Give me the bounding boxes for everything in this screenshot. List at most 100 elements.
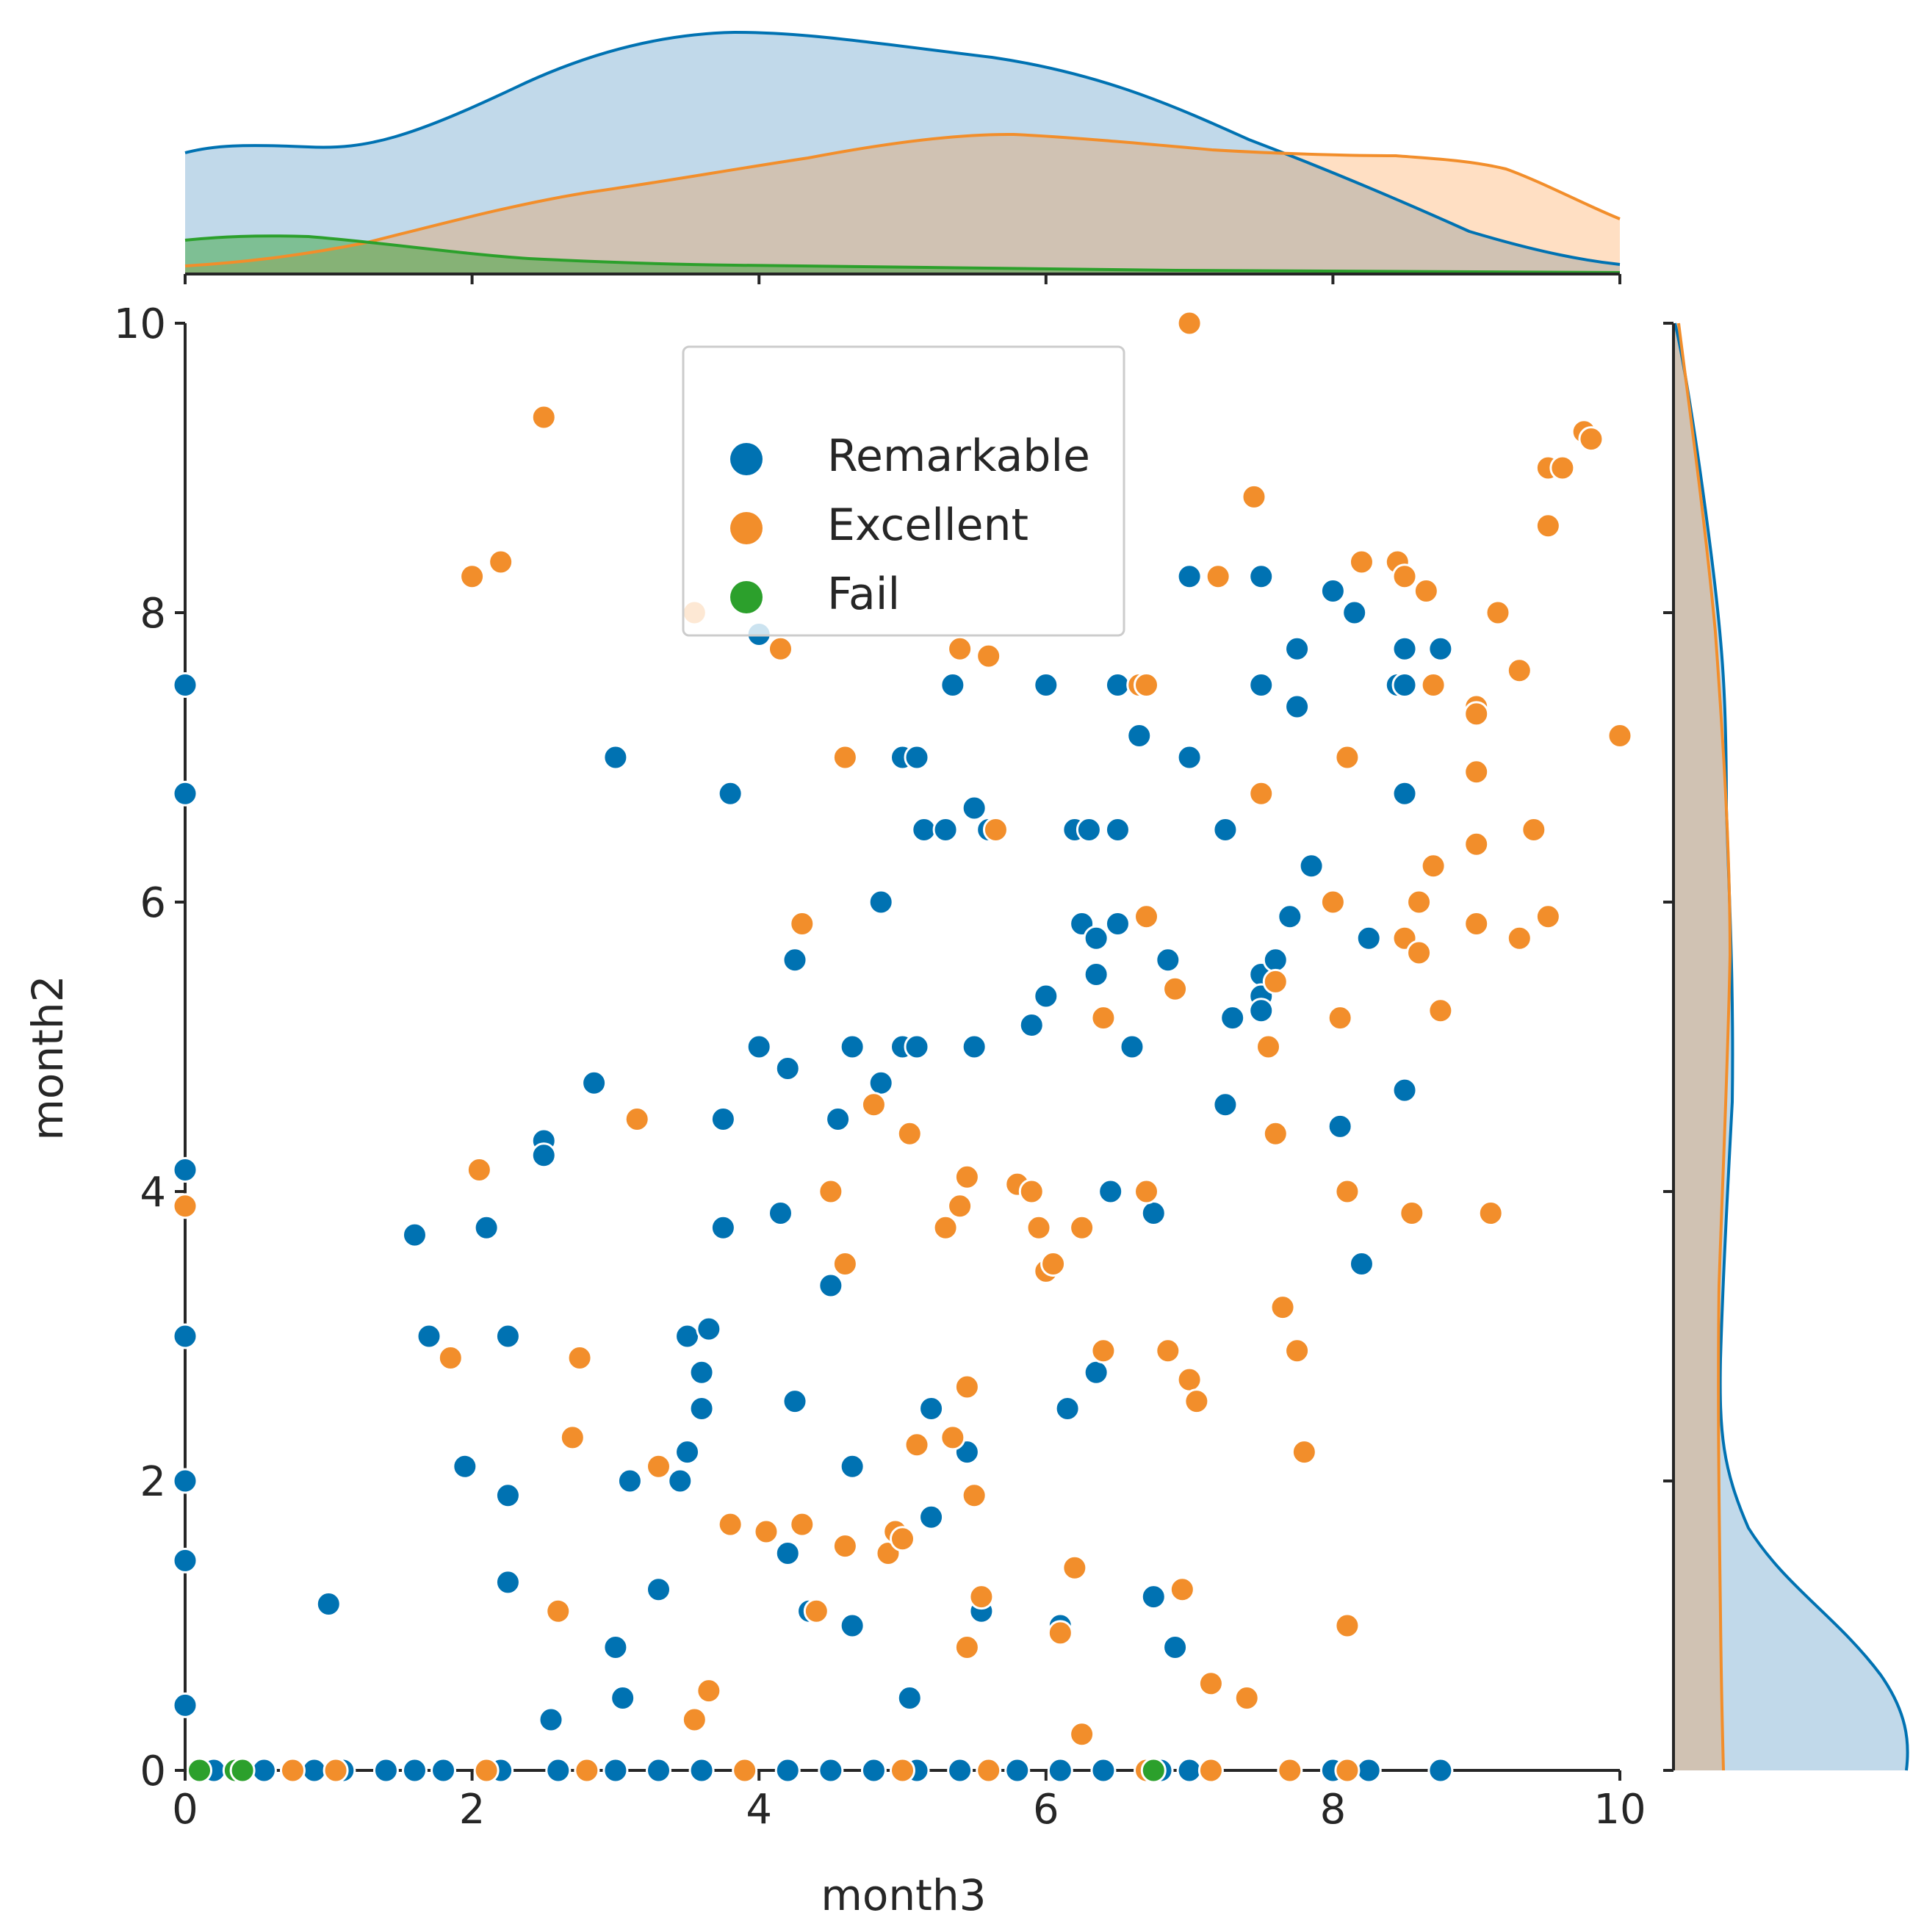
point-remarkable (717, 780, 743, 807)
point-remarkable (940, 672, 966, 698)
point-excellent (1248, 780, 1275, 807)
point-remarkable (1140, 1200, 1167, 1227)
point-remarkable (1176, 563, 1203, 590)
point-excellent (1176, 310, 1203, 336)
top-kde-remarkable-fill (185, 32, 1620, 273)
point-excellent (1334, 1757, 1361, 1784)
point-remarkable (911, 817, 937, 843)
point-excellent (1463, 759, 1490, 785)
point-excellent (1277, 1757, 1303, 1784)
point-remarkable (688, 1757, 715, 1784)
point-excellent (1399, 1200, 1425, 1227)
point-remarkable (782, 1388, 808, 1415)
point-remarkable (782, 947, 808, 973)
point-excellent (645, 1453, 671, 1479)
point-remarkable (896, 1685, 923, 1711)
point-remarkable (1248, 672, 1275, 698)
point-excellent (803, 1598, 829, 1624)
point-excellent (789, 1511, 815, 1538)
point-remarkable (839, 1034, 865, 1060)
point-remarkable (172, 1468, 198, 1494)
point-excellent (1327, 1005, 1353, 1031)
point-fail (187, 1757, 213, 1784)
point-excellent (860, 1092, 887, 1118)
y-tick-label: 6 (140, 879, 166, 927)
point-excellent (1197, 1670, 1224, 1697)
point-remarkable (1355, 925, 1382, 951)
point-remarkable (1104, 817, 1131, 843)
point-excellent (753, 1518, 779, 1545)
point-excellent (732, 1757, 758, 1784)
point-remarkable (1262, 947, 1289, 973)
point-excellent (1334, 744, 1361, 771)
point-remarkable (1083, 962, 1109, 987)
point-excellent (1069, 1721, 1095, 1748)
point-excellent (954, 1374, 980, 1400)
point-excellent (832, 1251, 858, 1277)
point-remarkable (904, 1034, 930, 1060)
right-kde-excellent-line (1677, 322, 1732, 1771)
point-remarkable (1083, 925, 1109, 951)
point-excellent (1413, 577, 1439, 604)
point-excellent (1578, 426, 1604, 453)
point-excellent (1069, 1214, 1095, 1241)
point-remarkable (602, 1757, 629, 1784)
point-remarkable (416, 1323, 442, 1349)
point-excellent (488, 549, 514, 575)
point-remarkable (818, 1757, 844, 1784)
point-excellent (1134, 904, 1160, 930)
point-remarkable (530, 1142, 557, 1169)
point-remarkable (172, 1692, 198, 1718)
point-remarkable (602, 744, 629, 771)
point-remarkable (688, 1396, 715, 1421)
top-marginal-ticks (184, 274, 1621, 284)
point-fail (1140, 1757, 1167, 1784)
point-fail (229, 1757, 256, 1784)
point-remarkable (602, 1634, 629, 1661)
point-excellent (904, 1432, 930, 1458)
legend-label-remarkable: Remarkable (827, 430, 1090, 482)
y-tick-label: 8 (140, 590, 166, 638)
point-remarkable (1104, 911, 1131, 937)
point-remarkable (610, 1685, 636, 1711)
point-excellent (681, 1706, 707, 1733)
x-tick-label: 2 (459, 1786, 486, 1834)
point-remarkable (674, 1439, 701, 1466)
point-remarkable (1427, 635, 1454, 662)
point-excellent (323, 1757, 349, 1784)
point-remarkable (172, 672, 198, 698)
point-excellent (1319, 889, 1346, 915)
right-marginal-ticks (1663, 322, 1673, 1772)
point-remarkable (818, 1272, 844, 1299)
point-excellent (968, 1584, 995, 1610)
point-excellent (1262, 1120, 1289, 1147)
point-remarkable (774, 1540, 801, 1566)
point-excellent (954, 1164, 980, 1190)
point-excellent (1477, 1200, 1504, 1227)
point-remarkable (1054, 1396, 1081, 1421)
point-excellent (1420, 672, 1446, 698)
point-excellent (832, 1533, 858, 1560)
point-excellent (1255, 1034, 1282, 1060)
point-excellent (818, 1178, 844, 1205)
point-remarkable (1140, 1584, 1167, 1610)
point-remarkable (545, 1757, 572, 1784)
point-remarkable (1355, 1757, 1382, 1784)
point-remarkable (1319, 577, 1346, 604)
y-tick-label: 0 (140, 1748, 166, 1795)
point-excellent (1062, 1554, 1088, 1581)
point-excellent (1162, 976, 1189, 1002)
point-remarkable (868, 889, 894, 915)
point-excellent (1205, 563, 1231, 590)
point-excellent (1262, 968, 1289, 995)
point-remarkable (430, 1757, 457, 1784)
point-remarkable (860, 1757, 887, 1784)
top-kde-fail-fill (185, 236, 1620, 273)
right-kde-excellent-fill (1675, 323, 1730, 1770)
point-excellent (982, 817, 1009, 843)
point-remarkable (1176, 1757, 1203, 1784)
point-remarkable (1341, 599, 1368, 626)
point-excellent (961, 1482, 987, 1509)
point-remarkable (645, 1757, 671, 1784)
point-remarkable (1277, 904, 1303, 930)
